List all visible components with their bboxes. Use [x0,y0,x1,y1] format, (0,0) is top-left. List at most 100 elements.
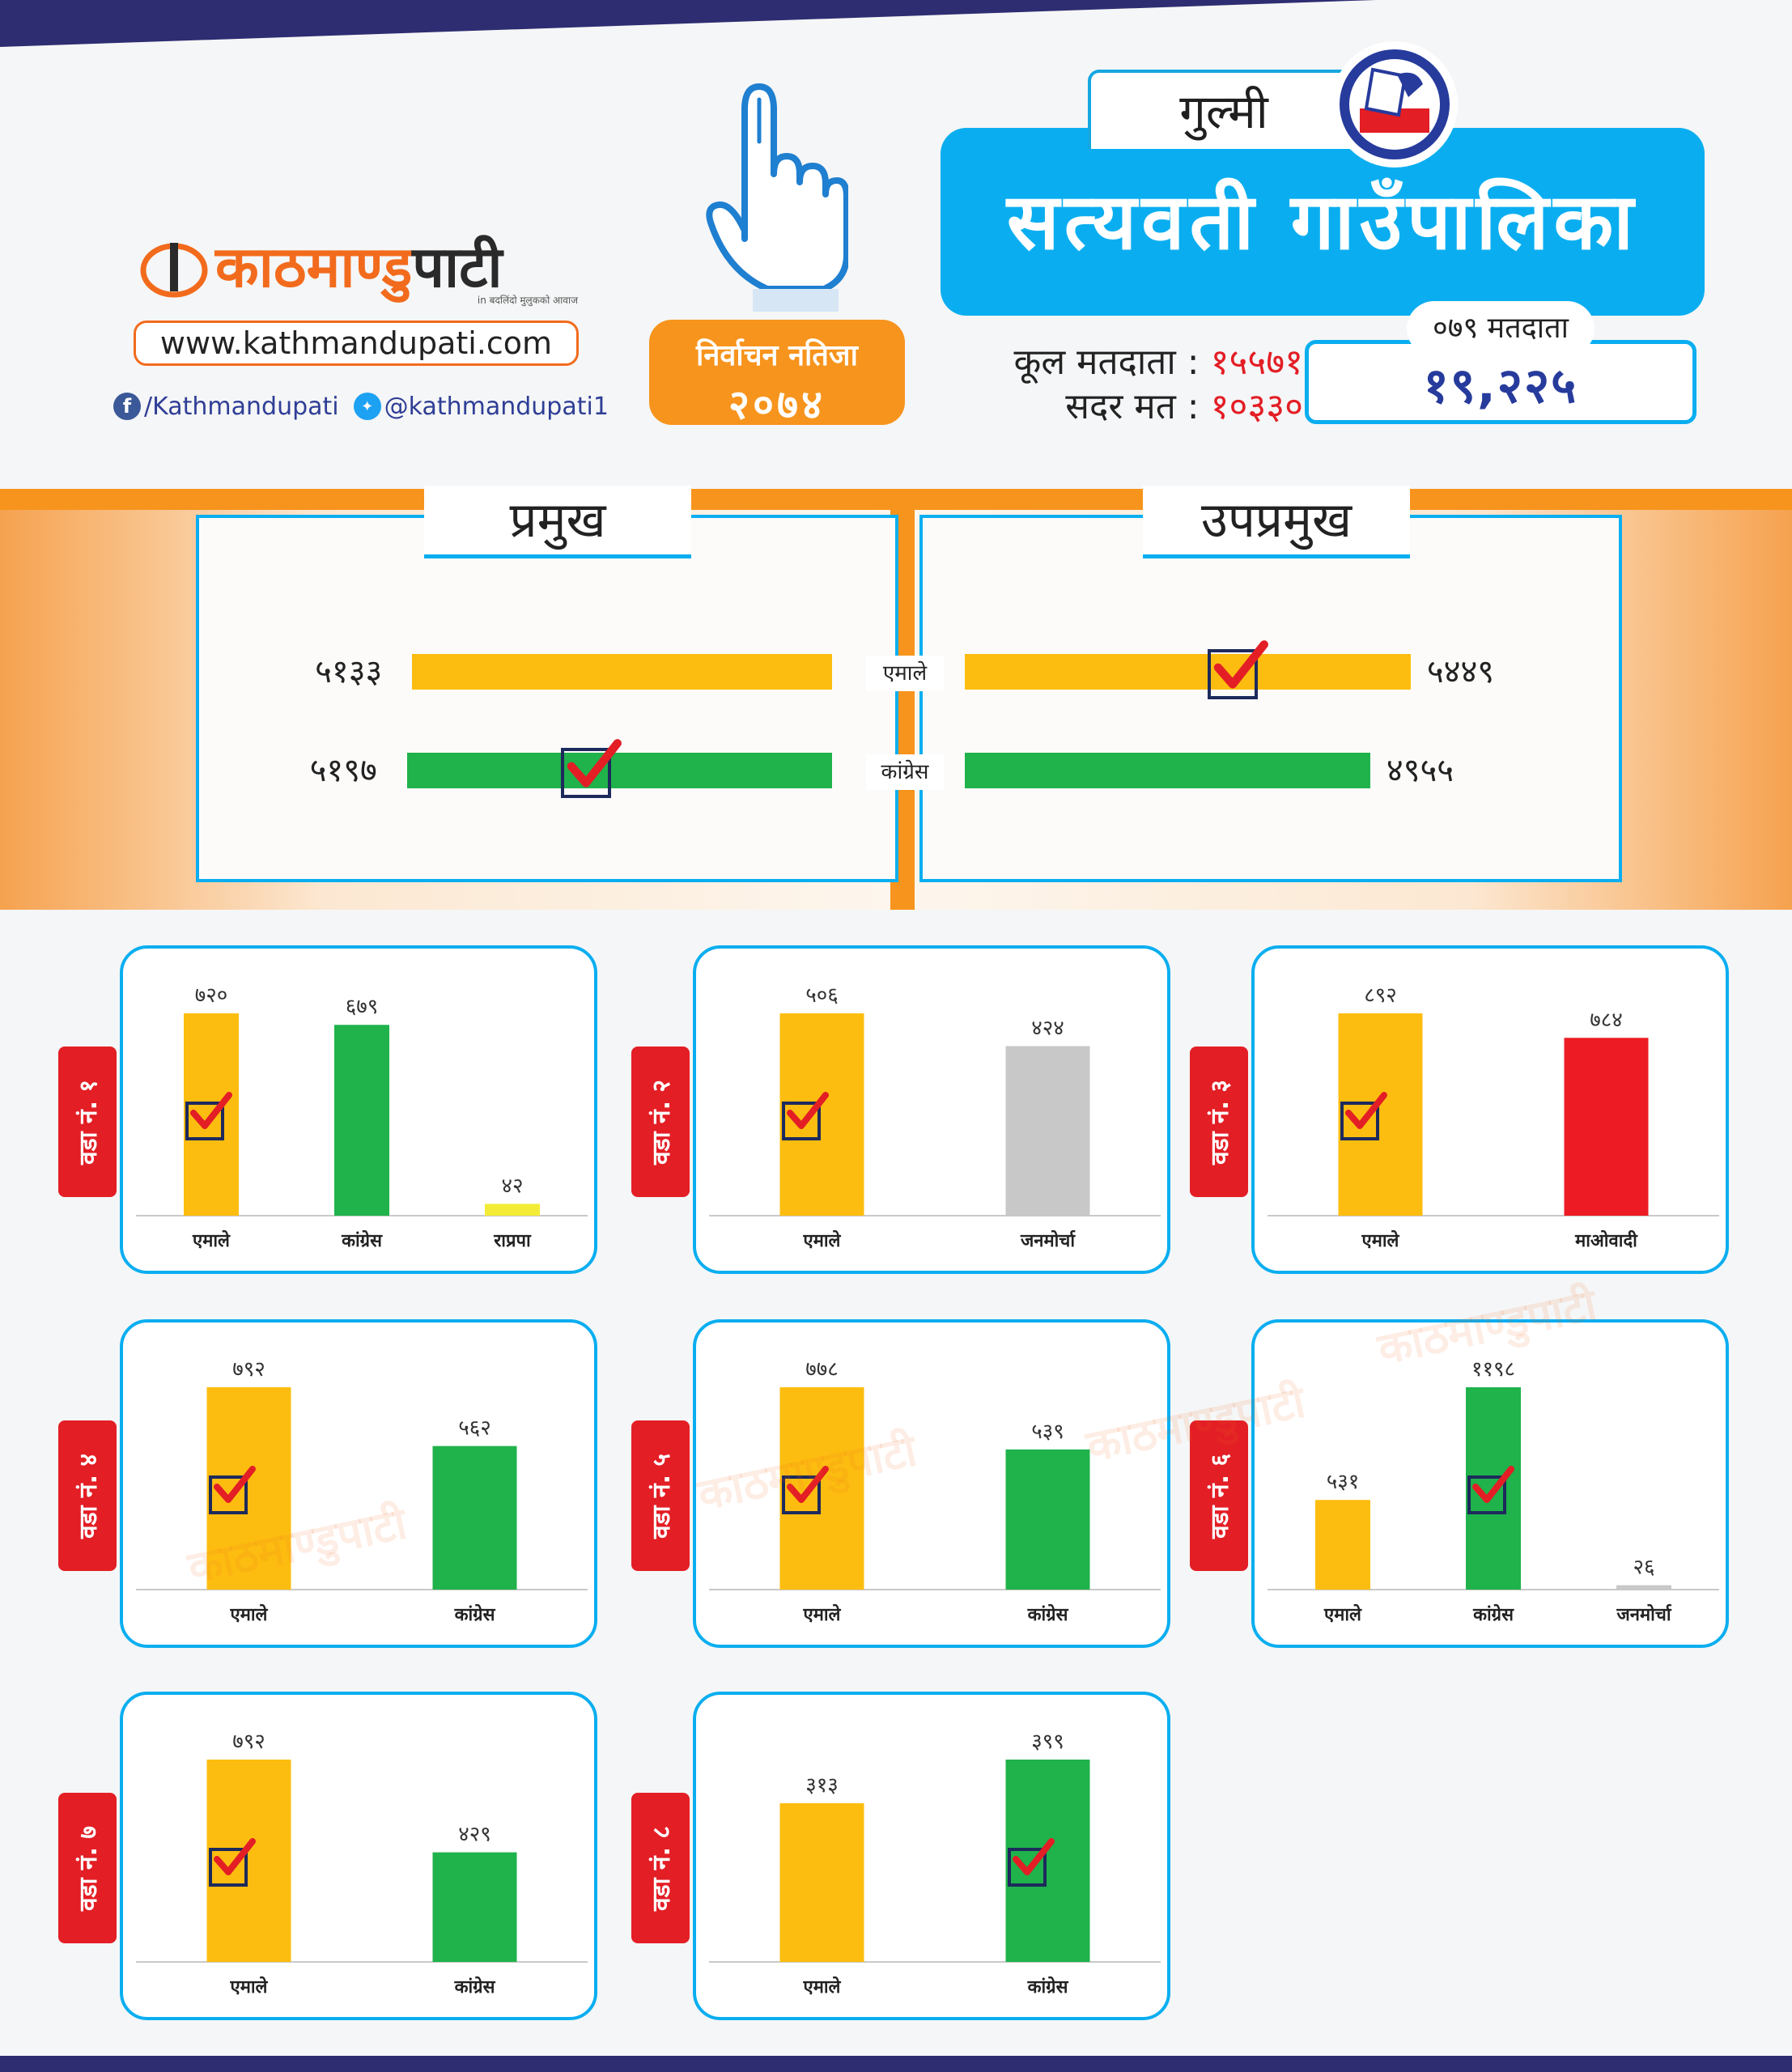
ward-value-label: ५३९ [1031,1420,1064,1444]
ward-value-label: २६ [1633,1556,1654,1580]
winner-check-icon [781,1465,829,1514]
ward-number-label: वडा नं. ७ [74,1825,104,1911]
ward-number-label: वडा नं. ८ [648,1825,677,1911]
total-voters: कूल मतदाता : १५५७१ [1013,342,1303,383]
ward-value-label: ४२९ [458,1823,491,1847]
winner-check-icon [1340,1091,1387,1140]
ward-bar [1315,1500,1370,1590]
winner-check-icon [1007,1837,1055,1887]
ward-card: ३१३ एमाले ३९९ कांग्रेस [693,1692,1170,2020]
ward-chart: ८९२ एमाले ७८४ माओवादी [1268,983,1719,1251]
facebook-handle[interactable]: /Kathmandupati [144,392,339,421]
ward-bar [779,1802,864,1962]
party-label: एमाले [866,656,944,691]
ward-card: ७९२ एमाले ४२९ कांग्रेस [120,1692,597,2020]
ward-value-label: ४२४ [1031,1017,1064,1041]
winner-check-icon [208,1837,256,1887]
ward-number-tag: वडा नं. २ [631,1047,690,1197]
winner-check-icon [1467,1465,1514,1514]
deputy-panel [919,515,1622,882]
deputy-value: ५४४९ [1426,653,1495,690]
ward-category-label: कांग्रेस [1472,1603,1514,1625]
winner-check-icon [781,1091,829,1140]
ward-bar [485,1204,540,1216]
ward-value-label: ४२ [501,1174,523,1198]
deputy-bar [965,654,1411,690]
ward-number-tag: वडा नं. ५ [631,1420,690,1571]
top-stripe [0,0,1376,47]
ward-number-tag: वडा नं. ६ [1190,1420,1248,1571]
website-link[interactable]: www.kathmandupati.com [134,321,579,366]
chief-title: प्रमुख [424,486,691,558]
chief-panel [196,515,898,882]
ward-value-label: ३९९ [1031,1730,1064,1754]
ward-number-label: वडा नं. ३ [1206,1079,1235,1165]
ward-number-label: वडा नं. ४ [74,1453,104,1539]
ward-category-label: एमाले [803,1229,842,1251]
ward-card: ७७८ एमाले ५३९ कांग्रेस [693,1319,1170,1648]
ward-chart: ७७८ एमाले ५३९ कांग्रेस [709,1357,1161,1625]
ward-category-label: जनमोर्चा [1616,1603,1671,1625]
social-links: f /Kathmandupati ✦ @kathmandupati1 [113,387,609,426]
ward-bar [1564,1038,1649,1216]
facebook-icon: f [113,393,141,420]
winner-check-icon [1208,640,1268,699]
ward-number-tag: वडा नं. ३ [1190,1047,1248,1197]
ward-value-label: ५०६ [805,983,839,1008]
bottom-stripe [0,2056,1792,2072]
chief-bar [406,753,832,788]
party-label: कांग्रेस [866,754,944,790]
ward-bar [1005,1449,1090,1590]
brand-tagline: in बदलिंदो मुलुकको आवाज [477,295,578,306]
ward-bar [334,1025,389,1216]
election-result-badge: निर्वाचन नतिजा २०७४ [649,320,905,428]
brand-logo: काठमाण्डुपाटी in बदलिंदो मुलुकको आवाज [138,228,578,306]
brand-name: काठमाण्डुपाटी [215,234,503,300]
ward-chart: ७९२ एमाले ५६२ कांग्रेस [136,1357,588,1625]
winner-check-icon [208,1465,256,1514]
ward-value-label: ७२० [195,983,228,1008]
ward-category-label: एमाले [230,1976,269,1998]
ward-value-label: ५६२ [458,1416,491,1441]
ward-chart: ३१३ एमाले ३९९ कांग्रेस [709,1730,1161,1998]
ward-bar [1616,1585,1671,1590]
ward-bar [432,1446,517,1590]
ward-value-label: ११९८ [1471,1357,1515,1382]
valid-votes: सदर मत : १०३३० [1065,386,1303,427]
ward-category-label: एमाले [1361,1229,1400,1251]
ward-category-label: जनमोर्चा [1020,1229,1076,1251]
ward-category-label: माओवादी [1574,1229,1638,1251]
ward-number-label: वडा नं. ६ [1206,1453,1235,1539]
ward-number-label: वडा नं. १ [74,1079,104,1165]
ward-number-tag: वडा नं. ७ [58,1793,117,1943]
deputy-title: उपप्रमुख [1143,486,1410,558]
ward-category-label: कांग्रेस [454,1603,496,1625]
voters-079-label: ०७९ मतदाता [1407,301,1595,356]
ward-category-label: एमाले [230,1603,269,1625]
deputy-bar [965,753,1370,788]
twitter-handle[interactable]: @kathmandupati1 [384,392,609,421]
winner-check-icon [560,739,622,798]
ward-chart: ५३१ एमाले ११९८ कांग्रेस २६ जनमोर्चा [1268,1357,1719,1625]
deputy-value: ४९५५ [1386,752,1454,789]
ward-chart: ७९२ एमाले ४२९ कांग्रेस [136,1730,588,1998]
ward-number-tag: वडा नं. ४ [58,1420,117,1571]
ward-chart: ५०६ एमाले ४२४ जनमोर्चा [709,983,1161,1251]
ward-number-tag: वडा नं. ८ [631,1793,690,1943]
ward-category-label: कांग्रेस [454,1976,496,1998]
chief-bar [412,654,832,690]
ward-number-label: वडा नं. ५ [648,1453,677,1539]
ward-bar [1005,1046,1090,1216]
ward-value-label: ७८४ [1590,1008,1623,1032]
ward-value-label: ७९२ [232,1357,265,1382]
ward-card: ७९२ एमाले ५६२ कांग्रेस [120,1319,597,1648]
ward-value-label: ७७८ [805,1357,839,1382]
ward-category-label: कांग्रेस [1027,1976,1069,1998]
ward-card: ५०६ एमाले ४२४ जनमोर्चा [693,945,1170,1274]
ward-category-label: एमाले [803,1603,842,1625]
ward-category-label: एमाले [803,1976,842,1998]
logo-mark-icon [140,243,208,298]
chief-value: ५१९७ [309,752,377,789]
badge-year: २०७४ [728,381,826,428]
twitter-icon: ✦ [353,393,381,420]
